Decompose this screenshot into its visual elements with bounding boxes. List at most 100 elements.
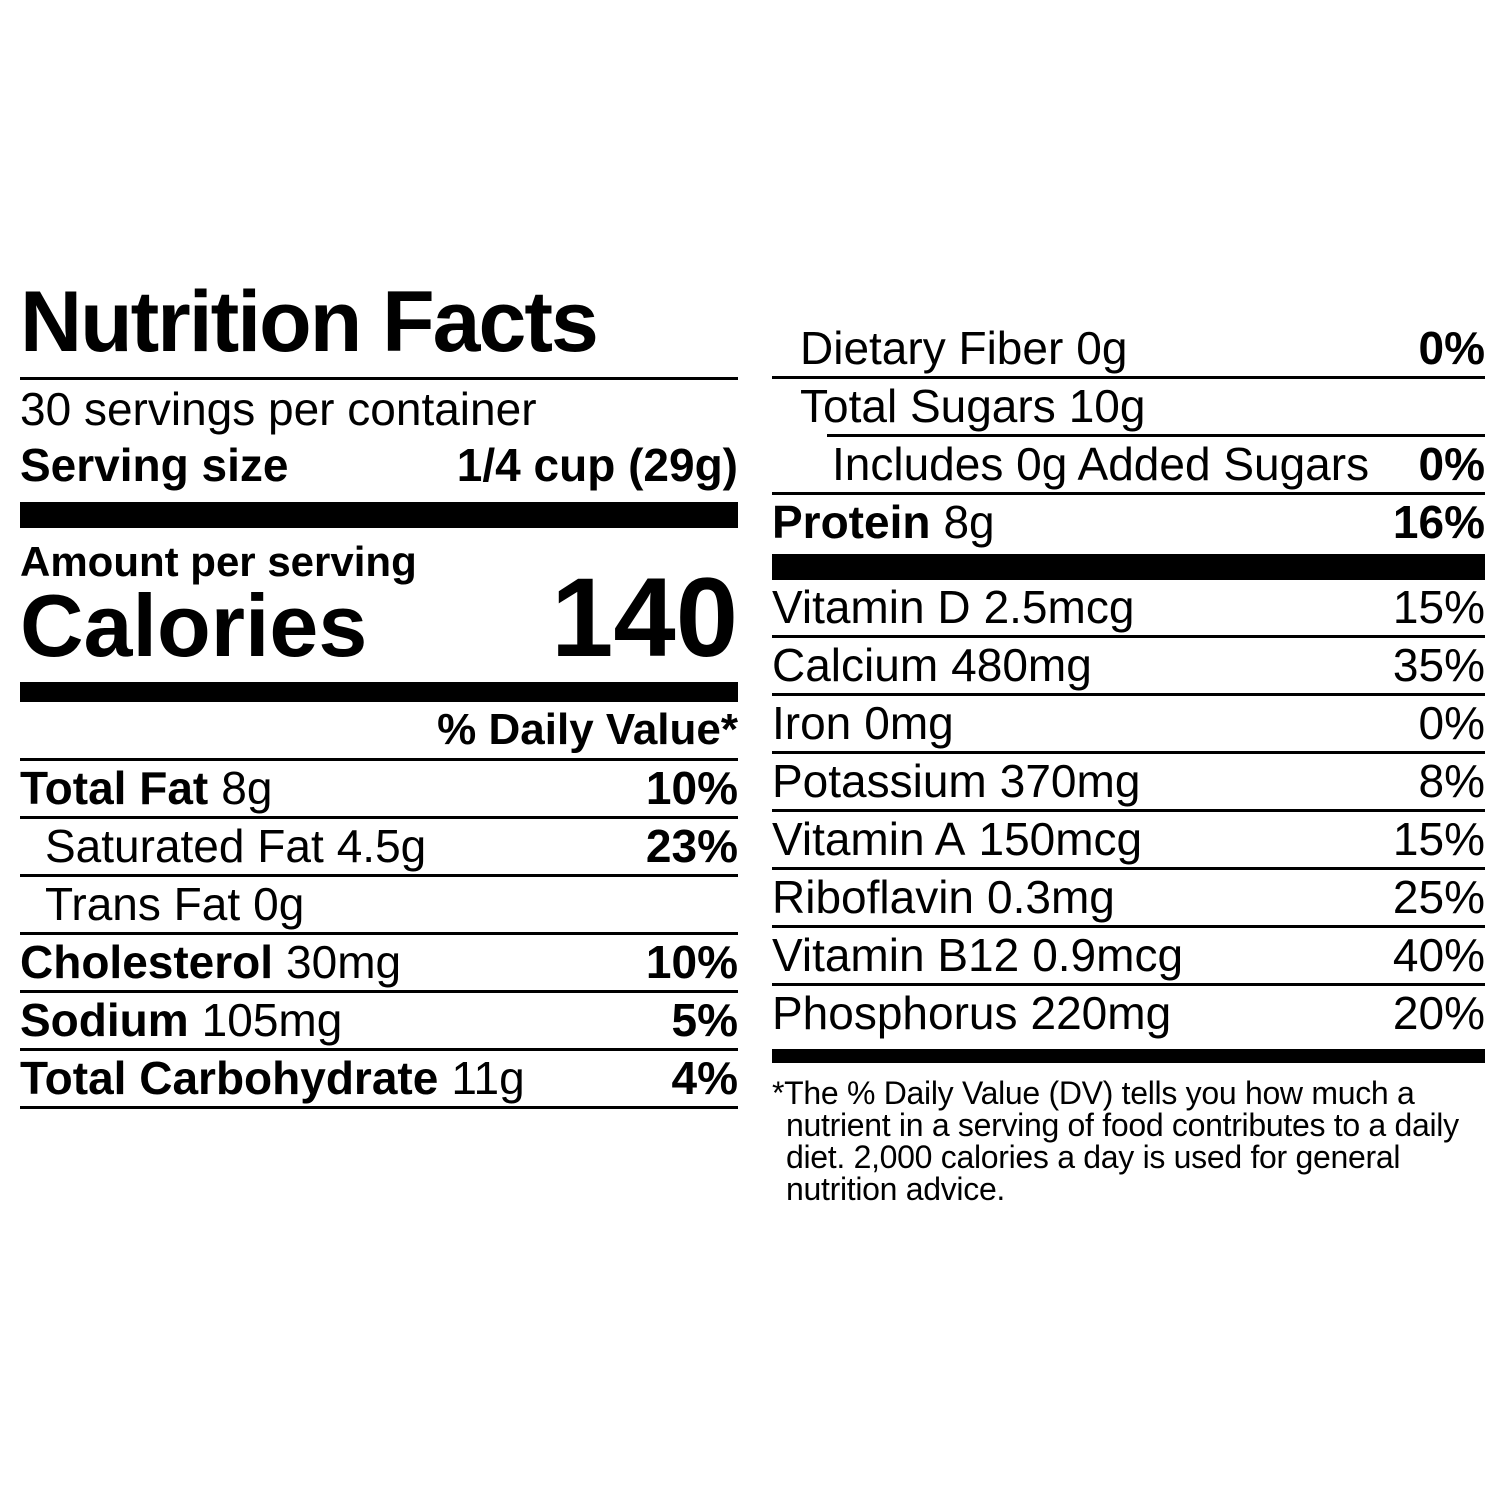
nutrient-amount: 4.5g xyxy=(336,820,427,872)
divider xyxy=(20,758,738,761)
nutrient-row-added-sugars: Includes 0g Added Sugars 0% xyxy=(772,437,1485,492)
nutrient-row-sodium: Sodium 105mg 5% xyxy=(20,993,738,1048)
nutrient-name: Saturated Fat xyxy=(45,820,324,872)
nutrient-label: Trans Fat 0g xyxy=(45,881,304,927)
serving-size-label: Serving size xyxy=(20,439,289,491)
divider xyxy=(772,751,1485,754)
nutrient-name: Dietary Fiber xyxy=(800,322,1064,374)
nutrient-label: Cholesterol 30mg xyxy=(20,939,401,985)
nutrient-daily-value: 15% xyxy=(1392,581,1485,633)
divider xyxy=(772,867,1485,870)
nutrient-amount: 220mg xyxy=(1030,987,1172,1039)
nutrient-daily-value: 15% xyxy=(1392,813,1485,865)
divider xyxy=(20,1048,738,1051)
nutrient-row-calcium: Calcium 480mg 35% xyxy=(772,638,1485,693)
nutrient-daily-value: 25% xyxy=(1392,871,1485,923)
nutrient-row-protein: Protein 8g 16% xyxy=(772,495,1485,550)
nutrient-amount: 10g xyxy=(1068,380,1146,432)
nutrient-label: Potassium 370mg xyxy=(772,758,1140,804)
nutrient-amount: 150mcg xyxy=(978,813,1143,865)
nutrient-row-cholesterol: Cholesterol 30mg 10% xyxy=(20,935,738,990)
thick-bar xyxy=(20,682,738,702)
nutrient-daily-value: 10% xyxy=(645,762,738,814)
nutrient-name: Vitamin A xyxy=(772,813,966,865)
divider xyxy=(20,990,738,993)
nutrient-name: Cholesterol xyxy=(20,936,274,988)
serving-size-value: 1/4 cup (29g) xyxy=(456,439,738,491)
divider xyxy=(772,983,1485,986)
nutrient-name: Trans Fat xyxy=(45,878,241,930)
nutrient-label: Phosphorus 220mg xyxy=(772,990,1171,1036)
thick-bar xyxy=(20,502,738,528)
nutrient-label: Includes 0g Added Sugars xyxy=(832,441,1369,487)
nutrient-name: Protein xyxy=(772,496,931,548)
divider xyxy=(772,376,1485,379)
nutrient-amount: 105mg xyxy=(201,994,343,1046)
nutrient-amount: 11g xyxy=(451,1052,525,1104)
divider xyxy=(772,492,1485,495)
nutrient-label: Total Fat 8g xyxy=(20,765,272,811)
nutrient-daily-value: 5% xyxy=(671,994,738,1046)
nutrient-name: Potassium xyxy=(772,755,987,807)
nutrient-label: Vitamin D 2.5mcg xyxy=(772,584,1134,630)
nutrient-amount: 8g xyxy=(221,762,273,814)
nutrient-label: Total Carbohydrate 11g xyxy=(20,1055,525,1101)
nutrient-daily-value: 4% xyxy=(671,1052,738,1104)
nutrient-name: Total Fat xyxy=(20,762,209,814)
divider xyxy=(772,809,1485,812)
nutrient-row-iron: Iron 0mg 0% xyxy=(772,696,1485,751)
nutrient-label: Saturated Fat 4.5g xyxy=(45,823,426,869)
nutrient-name: Phosphorus xyxy=(772,987,1018,1039)
divider xyxy=(772,925,1485,928)
calories-row: Calories 140 xyxy=(20,562,738,674)
thick-bar xyxy=(772,554,1485,580)
nutrient-name: Vitamin B12 xyxy=(772,929,1020,981)
label-title: Nutrition Facts xyxy=(20,274,599,370)
nutrient-daily-value: 35% xyxy=(1392,639,1485,691)
divider xyxy=(20,377,738,380)
nutrient-label: Dietary Fiber 0g xyxy=(800,325,1127,371)
servings-per-container: 30 servings per container xyxy=(20,383,537,435)
nutrient-daily-value: 23% xyxy=(645,820,738,872)
nutrient-label: Protein 8g xyxy=(772,499,995,545)
nutrient-row-saturated-fat: Saturated Fat 4.5g 23% xyxy=(20,819,738,874)
nutrient-amount: 370mg xyxy=(999,755,1141,807)
divider xyxy=(20,1106,738,1109)
nutrient-label: Vitamin B12 0.9mcg xyxy=(772,932,1183,978)
divider xyxy=(772,693,1485,696)
nutrient-daily-value: 0% xyxy=(1418,697,1485,749)
nutrient-daily-value: 8% xyxy=(1418,755,1485,807)
nutrient-row-vitamin-a: Vitamin A 150mcg 15% xyxy=(772,812,1485,867)
nutrient-amount: 480mg xyxy=(951,639,1092,691)
nutrient-amount: 0g xyxy=(1076,322,1128,374)
divider xyxy=(20,932,738,935)
nutrient-daily-value: 16% xyxy=(1392,496,1485,548)
nutrient-label: Total Sugars 10g xyxy=(800,383,1145,429)
left-panel: Nutrition Facts 30 servings per containe… xyxy=(20,279,738,1109)
nutrient-label: Calcium 480mg xyxy=(772,642,1092,688)
nutrient-row-vitamin-d: Vitamin D 2.5mcg 15% xyxy=(772,580,1485,635)
nutrient-row-phosphorus: Phosphorus 220mg 20% xyxy=(772,986,1485,1041)
nutrient-row-total-fat: Total Fat 8g 10% xyxy=(20,761,738,816)
nutrient-daily-value: 20% xyxy=(1392,987,1485,1039)
nutrient-name: Sodium xyxy=(20,994,189,1046)
nutrient-amount: 0.3mg xyxy=(987,871,1115,923)
nutrient-label: Vitamin A 150mcg xyxy=(772,816,1142,862)
nutrient-daily-value: 40% xyxy=(1392,929,1485,981)
nutrient-row-total-sugars: Total Sugars 10g xyxy=(772,379,1485,434)
right-panel: Dietary Fiber 0g 0% Total Sugars 10g Inclu… xyxy=(772,279,1485,1205)
nutrient-amount: 30mg xyxy=(286,936,402,988)
nutrient-amount: 0.9mcg xyxy=(1032,929,1184,981)
nutrient-row-trans-fat: Trans Fat 0g xyxy=(20,877,738,932)
divider xyxy=(20,874,738,877)
divider xyxy=(20,816,738,819)
daily-value-footnote: *The % Daily Value (DV) tells you how mu… xyxy=(772,1075,1459,1207)
thick-bar xyxy=(772,1049,1485,1063)
nutrient-name: Vitamin D xyxy=(772,581,971,633)
nutrient-row-dietary-fiber: Dietary Fiber 0g 0% xyxy=(772,279,1485,376)
nutrient-row-potassium: Potassium 370mg 8% xyxy=(772,754,1485,809)
nutrient-daily-value: 10% xyxy=(645,936,738,988)
nutrient-daily-value: 0% xyxy=(1418,438,1485,490)
nutrient-name: Total Carbohydrate xyxy=(20,1052,439,1104)
